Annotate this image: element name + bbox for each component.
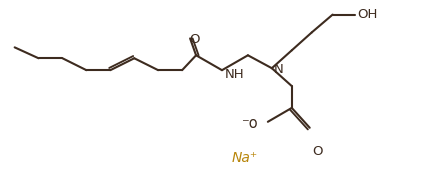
Text: N: N [274,63,283,76]
Text: ⁻o: ⁻o [241,116,258,131]
Text: O: O [312,145,323,158]
Text: OH: OH [358,8,378,21]
Text: O: O [189,33,199,46]
Text: Na⁺: Na⁺ [232,150,258,165]
Text: NH: NH [225,68,245,81]
